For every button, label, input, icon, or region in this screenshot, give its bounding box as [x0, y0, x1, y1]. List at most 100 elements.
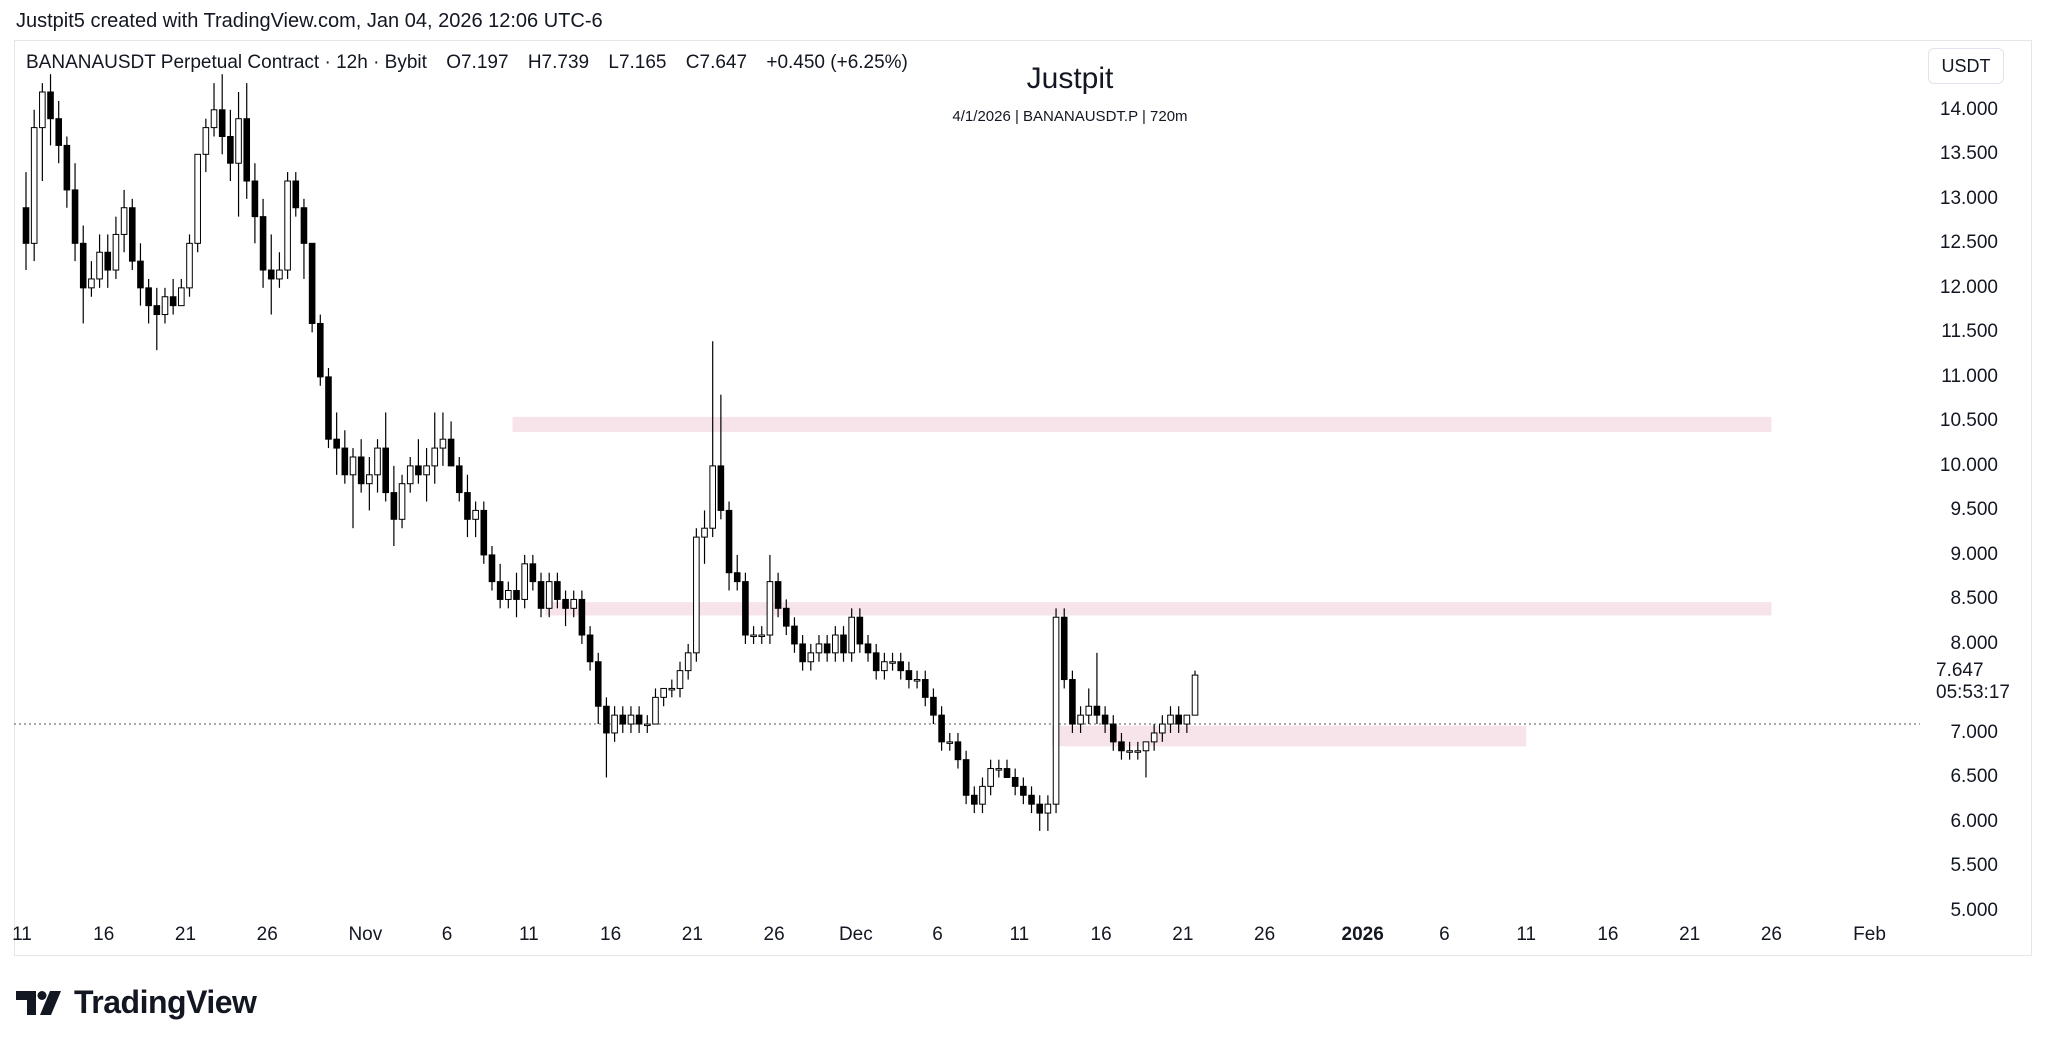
candle-body [398, 483, 406, 520]
price-tick-label: 7.000 [1950, 721, 1998, 743]
candle-body [578, 598, 586, 636]
candle-body [799, 643, 806, 663]
symbol-name: BANANAUSDT Perpetual Contract · 12h · By… [26, 52, 427, 73]
candle-body [431, 447, 439, 467]
candle-body [259, 216, 267, 271]
time-tick-label: 2026 [1341, 924, 1384, 945]
time-tick-label: 16 [93, 924, 115, 945]
price-tick-label: 10.500 [1939, 410, 1998, 432]
time-tick-label: 16 [1090, 924, 1112, 945]
candle-body [325, 376, 332, 440]
candle-body [300, 207, 308, 244]
time-tick-label: 6 [1439, 924, 1450, 945]
candle-body [472, 509, 479, 520]
candle-body [1052, 616, 1060, 805]
tradingview-logo[interactable]: TradingView [16, 984, 257, 1021]
candle-body [930, 696, 937, 716]
candle-body [791, 625, 798, 645]
candle-body [464, 492, 471, 520]
candle-body [1183, 714, 1191, 725]
time-tick-label: 16 [1597, 924, 1619, 945]
bar-countdown-label: 05:53:17 [1936, 682, 2010, 703]
candle-body [374, 447, 381, 476]
chart-pane[interactable] [14, 40, 2032, 956]
candle-body [815, 643, 823, 654]
last-price-label: 7.647 [1936, 660, 1984, 681]
candle-body [586, 634, 594, 663]
ohlc-high: H7.739 [527, 52, 590, 73]
candle-body [668, 687, 676, 691]
candle-body [684, 652, 692, 672]
candle-body [79, 242, 87, 289]
candle-body [619, 714, 627, 725]
candle-body [758, 634, 766, 638]
price-tick-label: 9.500 [1950, 499, 1998, 521]
candle-body [382, 447, 389, 494]
price-tick-label: 5.500 [1950, 855, 1998, 877]
candle-body [22, 207, 30, 244]
time-tick-label: 11 [12, 924, 32, 945]
candle-body [439, 438, 447, 449]
time-tick-label: 11 [1516, 924, 1537, 945]
currency-button[interactable]: USDT [1928, 48, 2004, 84]
candle-body [1060, 616, 1068, 681]
candle-body [366, 474, 373, 485]
time-tick-label: 26 [256, 924, 278, 945]
candle-body [709, 465, 717, 529]
price-tick-label: 12.500 [1939, 232, 1998, 254]
tradingview-wordmark: TradingView [74, 984, 257, 1020]
candle-body [913, 679, 921, 682]
candle-body [733, 572, 741, 583]
candle-body [946, 741, 954, 744]
price-tick-label: 9.000 [1950, 543, 1998, 565]
candle-body [488, 554, 496, 583]
zone-rect-1 [512, 416, 1772, 433]
candle-body [1118, 741, 1125, 752]
time-tick-label: Feb [1853, 924, 1886, 945]
candle-body [921, 679, 929, 698]
price-tick-label: 12.000 [1939, 276, 1998, 298]
price-tick-label: 10.000 [1939, 454, 1998, 476]
time-tick-label: 26 [1254, 924, 1276, 945]
time-tick-label: Nov [348, 924, 383, 945]
watermark-subtitle: 4/1/2026 | BANANAUSDT.P | 720m [952, 108, 1188, 125]
candle-body [1044, 803, 1052, 814]
candle-body [1028, 794, 1035, 805]
candle-body [39, 91, 46, 129]
time-tick-label: 6 [932, 924, 943, 945]
candle-body [962, 759, 970, 796]
candle-body [357, 456, 365, 485]
time-tick-label: 26 [1760, 924, 1783, 945]
candle-body [341, 447, 349, 476]
candle-body [594, 661, 602, 707]
candle-body [317, 322, 324, 378]
candle-body [660, 687, 667, 698]
candle-body [333, 438, 340, 449]
price-tick-label: 14.000 [1939, 98, 1998, 120]
time-tick-label: 21 [1172, 924, 1194, 945]
candle-body [128, 207, 136, 262]
candle-body [349, 456, 357, 476]
time-tick-label: 6 [441, 924, 453, 945]
candle-body [1134, 750, 1142, 753]
time-tick-label: 11 [518, 924, 539, 945]
candle-body [1011, 776, 1019, 787]
time-tick-label: 11 [1009, 924, 1030, 945]
candle-body [562, 598, 569, 609]
candle-body [178, 287, 185, 307]
candle-body [676, 670, 684, 689]
candle-body [1167, 714, 1174, 725]
ohlc-low: L7.165 [608, 52, 667, 73]
candle-body [161, 296, 169, 316]
candle-body [782, 607, 790, 627]
candle-body [938, 714, 945, 743]
candle-body [823, 643, 831, 654]
candle-body [1191, 674, 1199, 716]
candle-body [210, 109, 218, 129]
candle-body [480, 509, 488, 556]
candle-body [1109, 723, 1117, 743]
tradingview-logo-icon [16, 990, 61, 1015]
price-tick-label: 8.500 [1950, 588, 1998, 610]
candle-body [227, 136, 234, 164]
